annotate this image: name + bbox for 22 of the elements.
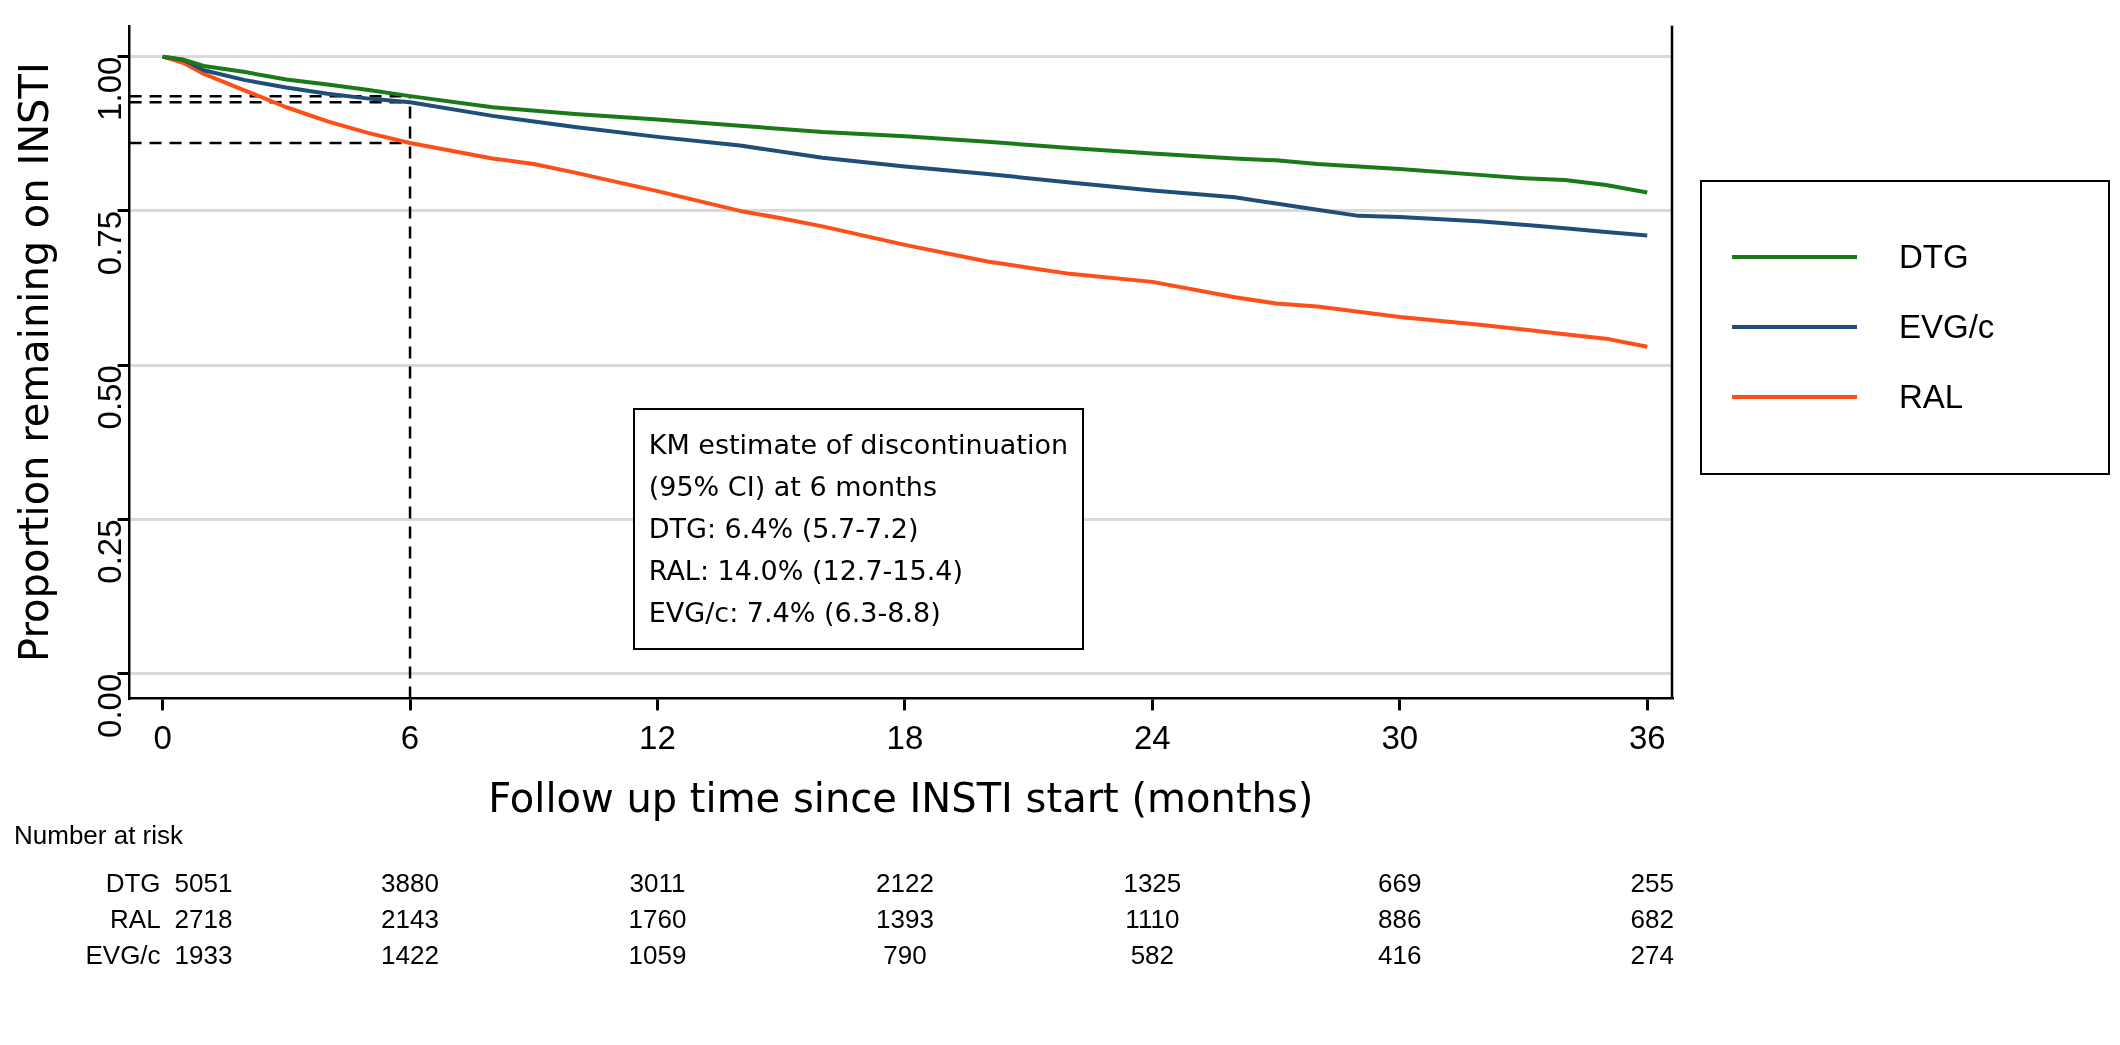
legend-label: RAL <box>1899 378 1964 416</box>
annotation: KM estimate of discontinuation (95% CI) at 6 months DTG: 6.4% (5.7-7.2) RAL: 14.0% (12.7-15.4) EVG/c: 7.4% (6.3-8.8) <box>632 408 1085 650</box>
y-tick-label: 0.50 <box>90 365 128 430</box>
y-tick-label: 1.00 <box>90 56 128 121</box>
x-tick-label: 18 <box>886 719 924 757</box>
text: EVG/c 1933 1422 1059 790 582 416 274 <box>85 940 1674 971</box>
y-axis-title: Proportion remaining on INSTI <box>11 62 58 662</box>
legend-label: EVG/c <box>1899 308 1995 346</box>
x-tick-label: 24 <box>1134 719 1171 757</box>
y-tick-label: 0.00 <box>90 673 128 738</box>
x-axis-title: Follow up time since INSTI start (months) <box>488 775 1314 822</box>
x-tick-label: 0 <box>153 719 172 757</box>
x-tick-label: 6 <box>400 719 420 757</box>
text: Number at risk <box>14 820 184 852</box>
x-tick-label: 36 <box>1628 719 1666 757</box>
x-tick-label: 30 <box>1381 719 1419 757</box>
text: DTG 5051 3880 3011 2122 1325 669 255 <box>105 868 1674 899</box>
legend-label: DTG <box>1899 238 1969 276</box>
text: RAL 2718 2143 1760 1393 1110 886 682 <box>110 904 1674 935</box>
x-tick-label: 12 <box>639 719 676 757</box>
y-tick-label: 0.25 <box>90 519 128 584</box>
y-tick-label: 0.75 <box>90 210 128 276</box>
